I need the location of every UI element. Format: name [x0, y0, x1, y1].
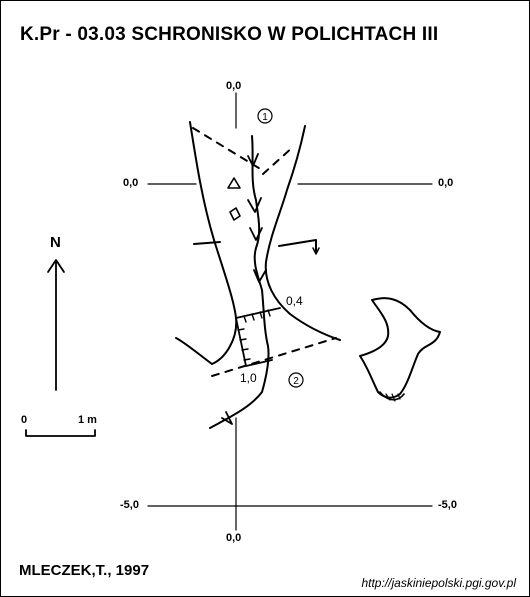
- cave-wall-left: [189, 121, 238, 365]
- grid-label-bottom-right: -5,0: [438, 499, 457, 511]
- cross-section-profile: [359, 297, 441, 399]
- slope-arrow-2: [247, 197, 262, 213]
- dripline-top-right: [262, 145, 295, 175]
- scale-bar: [25, 429, 96, 437]
- dripline-top-left: [192, 127, 263, 171]
- grid-label-bottom: 0,0: [226, 532, 242, 544]
- scale-label-end: 1 m: [78, 414, 97, 426]
- dripline-bottom: [211, 337, 337, 377]
- map-title: K.Pr - 03.03 SCHRONISKO W POLICHTACH III: [20, 24, 439, 45]
- section-line-left: [193, 241, 221, 245]
- slope-arrow-5: [221, 411, 233, 425]
- scale-label-start: 0: [21, 414, 28, 426]
- cave-wall-right: [264, 125, 341, 341]
- entrance-number-2: 2: [293, 376, 299, 387]
- step-top: [235, 307, 281, 319]
- profile-depth-end: 1,0: [240, 371, 257, 385]
- grid-label-right: 0,0: [438, 177, 454, 189]
- slope-line: [209, 135, 270, 429]
- slope-arrow-1: [247, 153, 259, 167]
- boulder: [229, 207, 241, 221]
- section-line-right: [278, 239, 317, 253]
- entrance-number-1: 1: [262, 112, 268, 123]
- slope-arrow-3: [249, 227, 263, 241]
- profile-depth-start: 0,4: [286, 294, 303, 308]
- north-arrow-head: [47, 259, 65, 273]
- step-outline: [235, 317, 273, 367]
- entrance-marker-1: [257, 108, 273, 124]
- grid-label-left: 0,0: [123, 177, 139, 189]
- section-arrow: [312, 247, 320, 255]
- north-label: N: [50, 234, 61, 251]
- source-url[interactable]: http://jaskiniepolski.pgi.gov.pl: [361, 576, 516, 590]
- fixed-point-marker: [227, 177, 241, 189]
- entrance-marker-2: [288, 372, 304, 388]
- author-credit: MLECZEK,T., 1997: [19, 562, 150, 579]
- cave-wall-left-end: [175, 337, 213, 365]
- grid-label-bottom-left: -5,0: [120, 499, 139, 511]
- slope-arrow-4: [253, 269, 267, 283]
- grid-label-top: 0,0: [226, 80, 242, 92]
